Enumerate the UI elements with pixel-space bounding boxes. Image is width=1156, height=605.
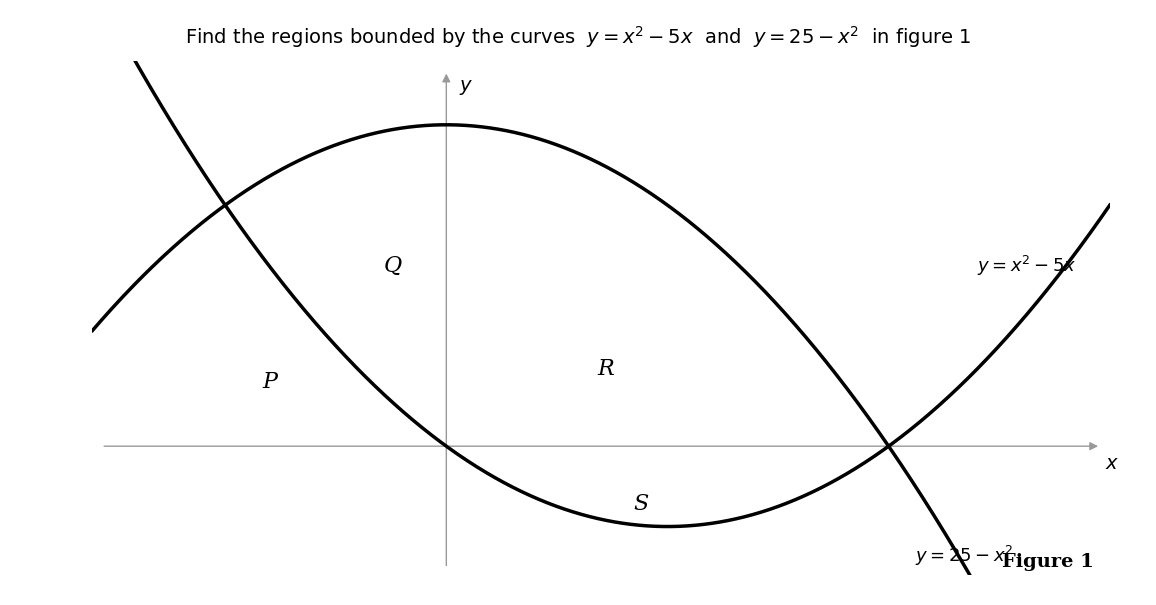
Text: Figure 1: Figure 1 [1002, 553, 1094, 571]
Text: $y = 25 - x^2$: $y = 25 - x^2$ [916, 543, 1014, 567]
Text: R: R [598, 358, 614, 380]
Text: P: P [262, 371, 277, 393]
Text: S: S [633, 493, 649, 515]
Text: Find the regions bounded by the curves  $y=x^2-5x$  and  $y=25-x^2$  in figure 1: Find the regions bounded by the curves $… [185, 24, 971, 50]
Text: Q: Q [384, 255, 402, 277]
Text: $y = x^2 - 5x$: $y = x^2 - 5x$ [977, 254, 1076, 278]
Text: x: x [1105, 454, 1117, 473]
Text: y: y [460, 76, 472, 95]
